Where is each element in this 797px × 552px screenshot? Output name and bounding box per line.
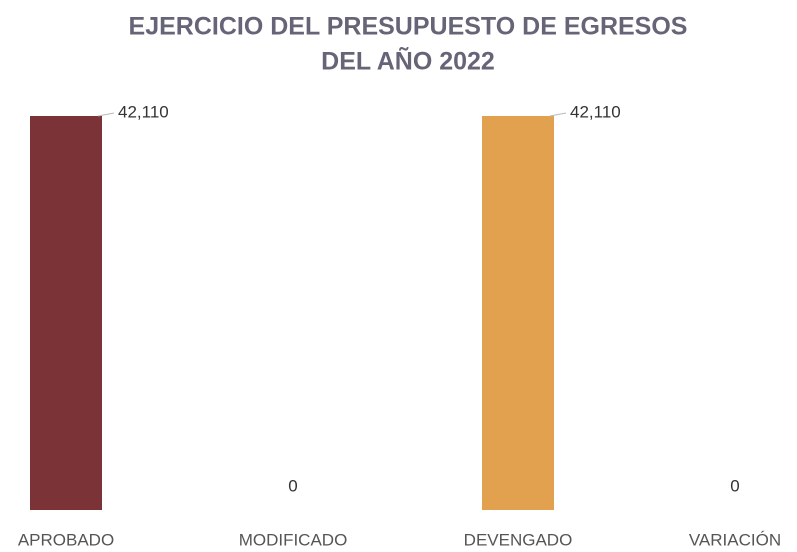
value-label: 0: [730, 476, 739, 495]
value-label: 0: [288, 476, 297, 495]
leader-line: [97, 112, 115, 117]
bar: [30, 116, 102, 510]
bar: [482, 116, 554, 510]
x-tick-label: DEVENGADO: [464, 530, 573, 549]
x-tick-label: VARIACIÓN: [689, 530, 781, 549]
x-tick-label: MODIFICADO: [239, 530, 348, 549]
value-label: 42,110: [570, 102, 621, 121]
leader-line: [549, 112, 567, 117]
x-tick-label: APROBADO: [18, 530, 114, 549]
value-label: 42,110: [118, 102, 169, 121]
chart-title: EJERCICIO DEL PRESUPUESTO DE EGRESOS: [129, 13, 688, 41]
chart-title: DEL AÑO 2022: [321, 46, 495, 76]
